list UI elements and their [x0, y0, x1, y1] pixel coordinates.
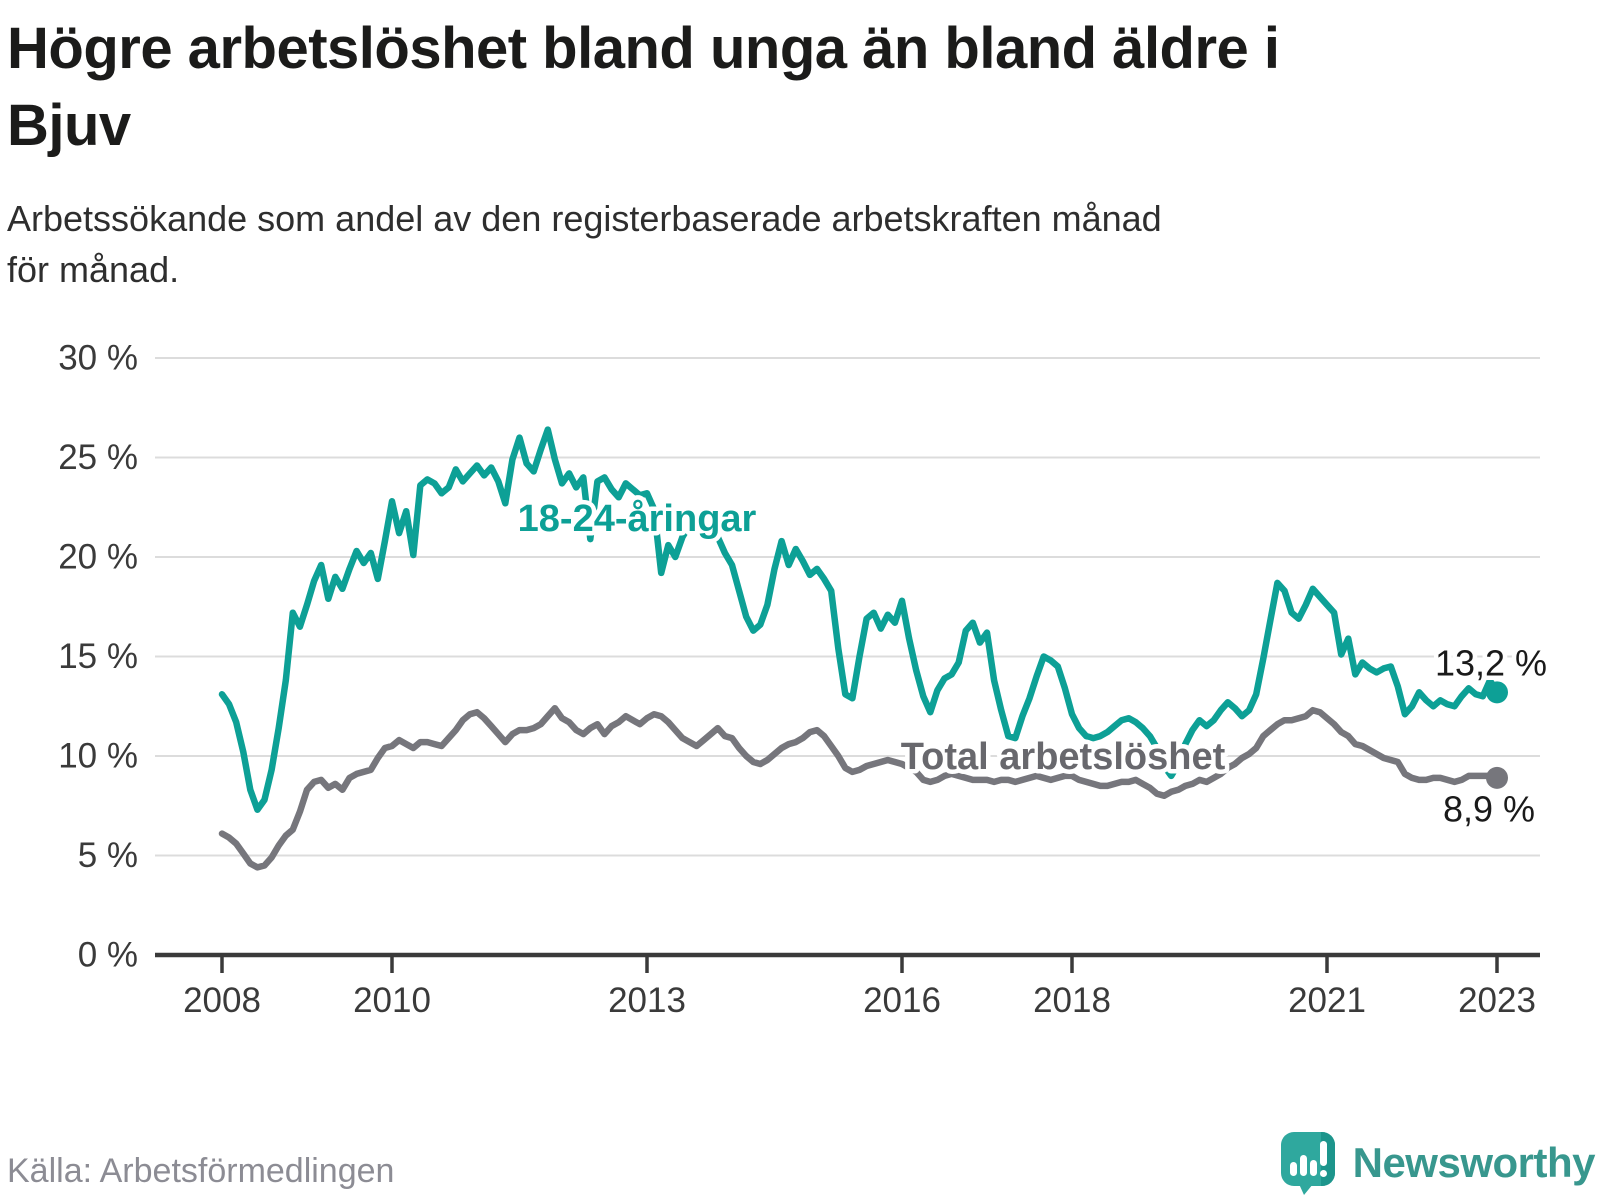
x-axis-tick-label: 2013	[608, 981, 686, 1020]
x-axis-tick-label: 2018	[1033, 981, 1111, 1020]
youth-end-value-label: 13,2 %	[1435, 643, 1547, 684]
title-line-2: Bjuv	[7, 93, 131, 158]
series-youth-end-dot	[1486, 681, 1508, 704]
x-axis-tick-label: 2016	[863, 981, 941, 1020]
series-youth-label: 18-24-åringar	[518, 498, 757, 540]
y-axis-tick-label: 30 %	[58, 339, 138, 378]
chart-subtitle: Arbetssökande som andel av den registerb…	[7, 193, 1567, 295]
series-total-end-dot	[1486, 766, 1508, 789]
title-line-1: Högre arbetslöshet bland unga än bland ä…	[7, 16, 1280, 81]
brand-wordmark: Newsworthy	[1352, 1139, 1596, 1186]
x-axis-tick-label: 2023	[1458, 981, 1536, 1020]
y-axis-tick-label: 20 %	[58, 538, 138, 577]
y-axis-tick-label: 15 %	[58, 637, 138, 676]
brand-link[interactable]: Newsworthy	[1279, 1130, 1596, 1196]
x-axis-tick-label: 2008	[183, 981, 261, 1020]
y-axis-tick-label: 10 %	[58, 737, 138, 776]
x-axis-tick-label: 2010	[353, 981, 431, 1020]
y-axis-tick-label: 25 %	[58, 438, 138, 477]
chart-title: Högre arbetslöshet bland unga än bland ä…	[7, 10, 1567, 164]
subtitle-line-1: Arbetssökande som andel av den registerb…	[7, 198, 1162, 239]
line-chart: 0 % 5 % 10 % 15 % 20 % 25 % 30 % 2008 2010 2013 20…	[58, 338, 1548, 1020]
series-total-line	[218, 704, 1501, 871]
newsworthy-logo-icon	[1280, 1132, 1335, 1195]
subtitle-line-2: för månad.	[7, 249, 180, 290]
source-note: Källa: Arbetsförmedlingen	[7, 1152, 395, 1190]
y-axis-tick-label: 5 %	[78, 836, 138, 875]
total-end-value-label: 8,9 %	[1443, 789, 1535, 830]
y-axis-tick-label: 0 %	[78, 936, 138, 975]
series-youth-line	[218, 426, 1501, 813]
series-total-label: Total arbetslöshet	[901, 736, 1226, 778]
x-axis-tick-label: 2021	[1288, 981, 1366, 1020]
